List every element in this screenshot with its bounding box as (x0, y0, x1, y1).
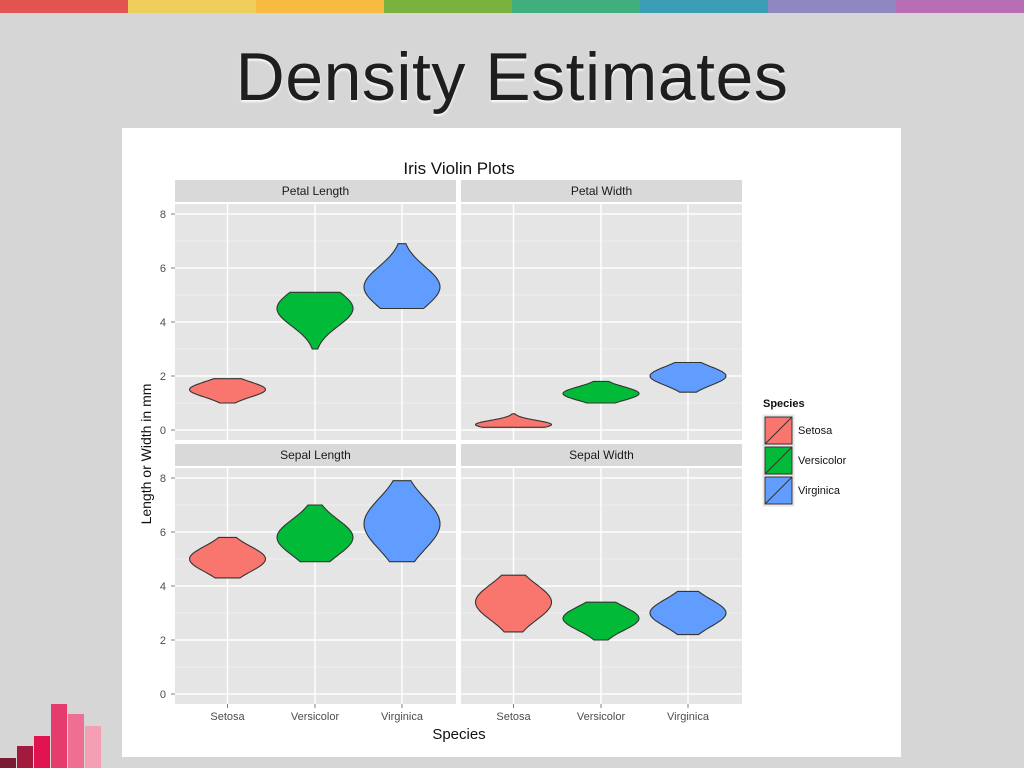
top-bar-segment (0, 0, 128, 13)
top-bar-segment (512, 0, 640, 13)
x-tick-label: Virginica (381, 711, 424, 723)
facet-strip (175, 444, 456, 466)
y-tick-label: 8 (160, 209, 166, 221)
x-tick-label: Versicolor (577, 711, 626, 723)
slide-title: Density Estimates (235, 39, 789, 115)
violin-virginica (649, 590, 727, 636)
violin-versicolor (562, 380, 640, 404)
violin-chart: Iris Violin Plots Species Length or Widt… (122, 128, 901, 757)
violin-setosa (188, 536, 267, 579)
legend-title: Species (763, 398, 805, 410)
legend-label: Virginica (798, 485, 841, 497)
x-tick-label: Setosa (210, 711, 245, 723)
violin-versicolor (276, 291, 354, 350)
facet-label: Petal Width (571, 184, 632, 198)
legend-label: Setosa (798, 425, 833, 437)
violin-virginica (363, 480, 441, 563)
y-tick-label: 6 (160, 527, 166, 539)
y-tick-label: 4 (160, 581, 166, 593)
y-tick-label: 0 (160, 689, 166, 701)
violin-virginica (363, 243, 441, 310)
x-axis-label: Species (432, 726, 485, 743)
facet-strip (461, 444, 742, 466)
violin-setosa (474, 413, 553, 428)
violin-virginica (649, 361, 727, 393)
violin-versicolor (276, 504, 354, 563)
chart-title: Iris Violin Plots (403, 159, 514, 178)
corner-bar (68, 714, 84, 768)
top-color-bar (0, 0, 1024, 13)
x-tick-label: Virginica (667, 711, 710, 723)
top-bar-segment (896, 0, 1024, 13)
x-tick-label: Versicolor (291, 711, 340, 723)
violin-setosa (474, 574, 553, 633)
legend-swatch-slash (764, 476, 793, 505)
corner-bar (17, 746, 33, 768)
violin-versicolor (562, 601, 640, 641)
legend-swatch-slash (764, 446, 793, 475)
y-axis-label: Length or Width in mm (138, 384, 154, 525)
violin-setosa (188, 378, 267, 404)
legend-label: Versicolor (798, 455, 847, 467)
y-tick-label: 2 (160, 635, 166, 647)
y-tick-label: 2 (160, 371, 166, 383)
legend: Species Setosa Versicolor Virginica (762, 398, 847, 507)
facet-label: Sepal Width (569, 448, 634, 462)
y-tick-label: 6 (160, 263, 166, 275)
facet-strip (175, 180, 456, 202)
top-bar-segment (256, 0, 384, 13)
facet-label: Sepal Length (280, 448, 351, 462)
corner-bar (34, 736, 50, 768)
top-bar-segment (128, 0, 256, 13)
top-bar-segment (640, 0, 768, 13)
facet-strip (461, 180, 742, 202)
corner-bar (51, 704, 67, 768)
y-tick-label: 4 (160, 317, 166, 329)
corner-bar (0, 758, 16, 768)
top-bar-segment (384, 0, 512, 13)
facet-label: Petal Length (282, 184, 349, 198)
legend-swatch-slash (764, 416, 793, 445)
y-tick-label: 8 (160, 473, 166, 485)
corner-bar (85, 726, 101, 768)
x-tick-label: Setosa (496, 711, 531, 723)
y-tick-label: 0 (160, 425, 166, 437)
top-bar-segment (768, 0, 896, 13)
corner-bar-decoration (0, 704, 101, 768)
